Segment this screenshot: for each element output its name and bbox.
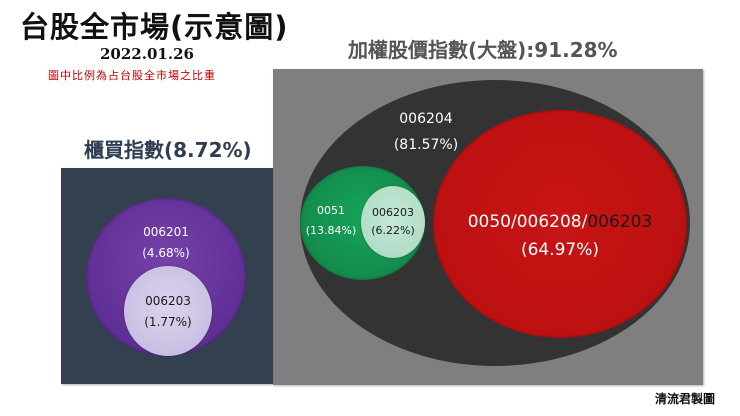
code-dark-part: 006203 [587,212,653,232]
circle-006203-main [361,186,425,258]
circle-0050-006208 [433,110,687,338]
code-0051: 0051 [317,204,345,217]
main-market-label: 加權股價指數(大盤):91.28% [348,38,618,62]
label-006204: 006204 (81.57%) [376,106,476,158]
pct-0050-006208: (64.97%) [520,240,600,260]
label-006203-otc: 006203 (1.77%) [128,291,208,333]
label-0051: 0051 (13.84%) [302,201,360,241]
code-006201: 006201 [143,225,189,239]
pct-006204: (81.57%) [393,137,459,153]
credit-text: 清流君製圖 [655,392,716,406]
note-text: 圖中比例為占台股全市場之比重 [48,69,216,82]
label-006201: 006201 (4.68%) [106,222,226,264]
label-006203-main: 006203 (6.22%) [363,204,423,240]
code-0050-006208: 0050/006208/006203 [440,208,680,236]
pct-0051: (13.84%) [305,224,357,237]
pct-006201: (4.68%) [142,246,190,260]
pct-006203-otc: (1.77%) [144,315,192,329]
otc-market-label: 櫃買指數(8.72%) [84,138,252,162]
code-006203-otc: 006203 [145,294,191,308]
label-0050-006208: 0050/006208/006203 (64.97%) [440,208,680,264]
page-title: 台股全市場(示意圖) [20,10,289,44]
date-label: 2022.01.26 [100,45,194,63]
code-006204: 006204 [399,111,453,127]
circle-006203-otc [124,266,212,356]
pct-006203-main: (6.22%) [371,224,415,237]
code-006203-main: 006203 [372,206,414,219]
code-white-part: 0050/006208/ [467,212,588,232]
